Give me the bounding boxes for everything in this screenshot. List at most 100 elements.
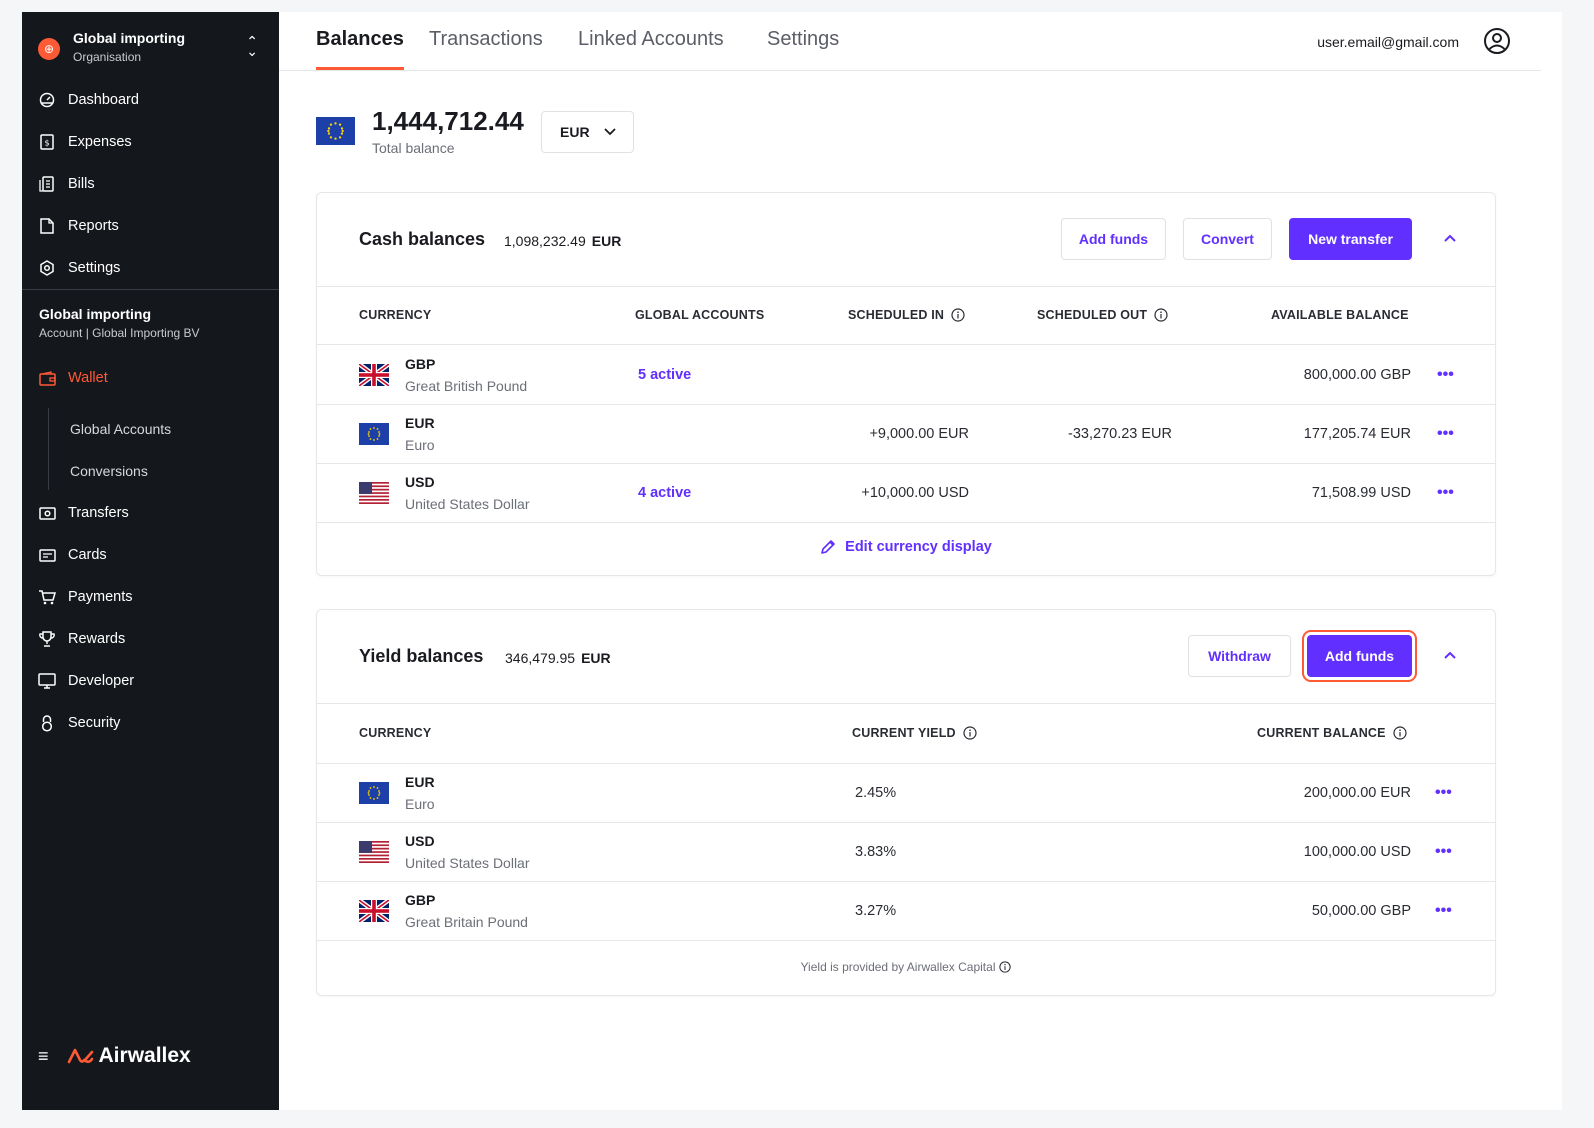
active-tab-indicator <box>316 67 404 70</box>
tab-balances[interactable]: Balances <box>316 28 404 50</box>
uk-flag-icon <box>359 900 389 922</box>
account-subtitle: Account | Global Importing BV <box>39 326 200 340</box>
sidebar-item-cards[interactable]: Cards <box>38 541 263 569</box>
eu-flag-icon <box>359 782 389 804</box>
yield-table-header: CURRENCY CURRENT YIELD CURRENT BALANCE <box>317 704 1495 764</box>
sidebar-item-transfers[interactable]: Transfers <box>38 499 263 527</box>
svg-text:$: $ <box>44 139 49 148</box>
sidebar-item-security[interactable]: Security <box>38 709 263 737</box>
table-row[interactable]: EUR Euro 2.45% 200,000.00 EUR ••• <box>317 764 1495 823</box>
more-options-icon[interactable]: ••• <box>1435 784 1452 801</box>
table-row[interactable]: GBP Great British Pound 5 active 800,000… <box>317 346 1495 405</box>
more-options-icon[interactable]: ••• <box>1437 366 1454 383</box>
scheduled-out: -33,270.23 EUR <box>1068 426 1172 442</box>
current-yield: 3.27% <box>855 903 897 919</box>
global-accounts-link[interactable]: 5 active <box>638 367 692 383</box>
eu-flag-icon <box>316 117 355 145</box>
airwallex-logo-icon <box>67 1048 93 1064</box>
cash-balances-card: Cash balances 1,098,232.49 EUR Add funds … <box>316 192 1496 576</box>
currency-select-value: EUR <box>560 124 590 140</box>
info-icon[interactable] <box>963 726 977 740</box>
sidebar-item-developer[interactable]: Developer <box>38 667 263 695</box>
reports-icon <box>38 217 56 235</box>
global-accounts-link[interactable]: 4 active <box>638 485 692 501</box>
sidebar-item-label: Developer <box>68 673 135 689</box>
table-row[interactable]: USD United States Dollar 3.83% 100,000.0… <box>317 823 1495 882</box>
sidebar-item-label: Dashboard <box>68 92 139 108</box>
column-header: CURRENCY <box>359 726 432 740</box>
total-balance-amount: 1,444,712.44 <box>372 106 524 136</box>
column-header-label: CURRENT YIELD <box>852 726 956 740</box>
wallet-icon <box>38 369 56 387</box>
sidebar-item-wallet[interactable]: Wallet <box>38 364 263 392</box>
info-icon[interactable] <box>1393 726 1407 740</box>
sidebar-item-bills[interactable]: Bills <box>38 170 263 198</box>
convert-button[interactable]: Convert <box>1183 218 1272 260</box>
info-icon[interactable] <box>951 308 965 322</box>
us-flag-icon <box>359 841 389 863</box>
info-icon[interactable] <box>1154 308 1168 322</box>
sidebar-item-rewards[interactable]: Rewards <box>38 625 263 653</box>
tab-linked-accounts[interactable]: Linked Accounts <box>578 28 724 50</box>
current-yield: 3.83% <box>855 844 897 860</box>
sidebar-item-dashboard[interactable]: Dashboard <box>38 86 263 114</box>
trophy-icon <box>38 630 56 648</box>
cash-balances-total: 1,098,232.49 EUR <box>504 233 621 249</box>
sidebar-item-payments[interactable]: Payments <box>38 583 263 611</box>
chevron-up-icon[interactable] <box>1443 233 1457 243</box>
tab-transactions[interactable]: Transactions <box>429 28 543 50</box>
table-row[interactable]: USD United States Dollar 4 active +10,00… <box>317 464 1495 523</box>
more-options-icon[interactable]: ••• <box>1435 843 1452 860</box>
sidebar-item-settings[interactable]: Settings <box>38 254 263 282</box>
edit-currency-display-link[interactable]: Edit currency display <box>317 539 1495 555</box>
hamburger-icon[interactable]: ≡ <box>38 1045 49 1066</box>
currency-code: GBP <box>405 356 436 372</box>
org-name: Global importing <box>73 30 185 46</box>
scheduled-in: +10,000.00 USD <box>861 485 969 501</box>
column-header: AVAILABLE BALANCE <box>1271 308 1409 322</box>
submenu-line <box>48 408 49 490</box>
user-email: user.email@gmail.com <box>1317 34 1459 50</box>
sidebar-item-reports[interactable]: Reports <box>38 212 263 240</box>
sidebar-item-label: Wallet <box>68 370 108 386</box>
user-profile-icon[interactable] <box>1483 27 1511 55</box>
currency-code: USD <box>405 474 435 490</box>
brand-name: Airwallex <box>98 1044 191 1067</box>
total-balance-label: Total balance <box>372 140 455 156</box>
expenses-icon: $ <box>38 133 56 151</box>
currency-name: Great Britain Pound <box>405 914 528 930</box>
cash-total-amount: 1,098,232.49 <box>504 233 586 249</box>
currency-select[interactable]: EUR <box>541 111 634 153</box>
yield-balances-header: Yield balances 346,479.95 EUR Withdraw Ad… <box>317 610 1495 704</box>
add-funds-button[interactable]: Add funds <box>1061 218 1166 260</box>
column-header-label: CURRENT BALANCE <box>1257 726 1386 740</box>
sidebar-item-label: Security <box>68 715 121 731</box>
chevron-updown-icon[interactable]: ⌃ ⌄ <box>246 33 258 59</box>
sidebar: ⊕ Global importing Organisation ⌃ ⌄ Dashb… <box>22 12 279 1110</box>
more-options-icon[interactable]: ••• <box>1435 902 1452 919</box>
cash-balances-header: Cash balances 1,098,232.49 EUR Add funds … <box>317 193 1495 287</box>
table-row[interactable]: EUR Euro +9,000.00 EUR -33,270.23 EUR 17… <box>317 405 1495 464</box>
info-icon[interactable] <box>999 961 1011 973</box>
column-header: CURRENT BALANCE <box>1257 726 1407 740</box>
globe-icon: ⊕ <box>38 38 60 60</box>
new-transfer-button[interactable]: New transfer <box>1289 218 1412 260</box>
app-frame: ⊕ Global importing Organisation ⌃ ⌄ Dashb… <box>22 12 1562 1110</box>
add-funds-yield-button[interactable]: Add funds <box>1302 630 1417 682</box>
yield-balances-card: Yield balances 346,479.95 EUR Withdraw Ad… <box>316 609 1496 996</box>
monitor-icon <box>38 672 56 690</box>
dashboard-icon <box>38 91 56 109</box>
tab-settings[interactable]: Settings <box>767 28 840 50</box>
column-header: SCHEDULED OUT <box>1037 308 1168 322</box>
more-options-icon[interactable]: ••• <box>1437 425 1454 442</box>
column-header-label: SCHEDULED OUT <box>1037 308 1148 322</box>
sidebar-subitem-global-accounts[interactable]: Global Accounts <box>70 421 172 437</box>
sidebar-subitem-conversions[interactable]: Conversions <box>70 463 148 479</box>
org-switcher[interactable]: ⊕ Global importing Organisation ⌃ ⌄ <box>38 28 268 68</box>
sidebar-item-expenses[interactable]: $ Expenses <box>38 128 263 156</box>
more-options-icon[interactable]: ••• <box>1437 484 1454 501</box>
scheduled-in: +9,000.00 EUR <box>869 426 969 442</box>
table-row[interactable]: GBP Great Britain Pound 3.27% 50,000.00 … <box>317 882 1495 941</box>
withdraw-button[interactable]: Withdraw <box>1188 635 1291 677</box>
chevron-up-icon[interactable] <box>1443 650 1457 660</box>
